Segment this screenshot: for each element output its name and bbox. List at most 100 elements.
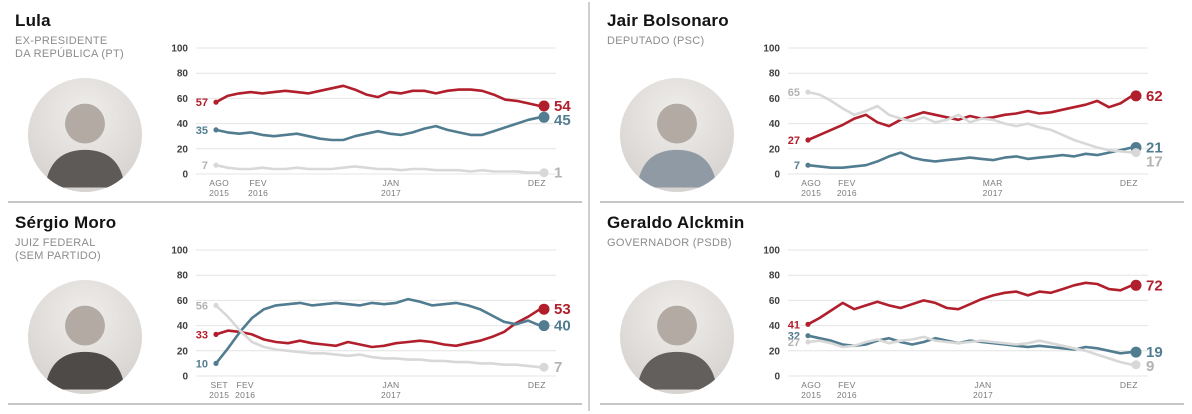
series-line-red bbox=[214, 84, 542, 108]
x-axis-tick-year: 2017 bbox=[973, 390, 993, 400]
y-axis-tick: 40 bbox=[177, 321, 189, 332]
x-axis-tick-month: DEZ bbox=[1120, 380, 1138, 390]
x-axis-tick-month: AGO bbox=[209, 178, 229, 188]
end-dot-red bbox=[1130, 90, 1142, 102]
y-axis-tick: 40 bbox=[177, 119, 189, 130]
candidate-name: Geraldo Alckmin bbox=[607, 213, 745, 232]
x-axis-tick-month: SET bbox=[210, 380, 227, 390]
start-value-label-red: 41 bbox=[788, 319, 800, 331]
x-axis-tick-year: 2016 bbox=[837, 390, 857, 400]
person-silhouette-icon bbox=[45, 305, 125, 390]
start-dot-blue bbox=[213, 127, 219, 133]
series-line-red bbox=[214, 307, 542, 349]
x-axis-tick-month: JAN bbox=[975, 380, 992, 390]
x-axis-tick-month: FEV bbox=[249, 178, 266, 188]
y-axis-tick: 20 bbox=[769, 144, 781, 155]
x-axis-tick-year: 2017 bbox=[983, 188, 1003, 198]
candidate-photo-alckmin bbox=[620, 280, 734, 394]
person-silhouette-icon bbox=[637, 305, 717, 390]
start-dot-gray bbox=[805, 339, 811, 345]
y-axis-tick: 100 bbox=[171, 246, 188, 257]
series-line-red bbox=[806, 281, 1134, 326]
y-axis-tick: 0 bbox=[182, 372, 188, 383]
y-axis-tick: 40 bbox=[769, 119, 781, 130]
candidate-photo-moro bbox=[28, 280, 142, 394]
x-axis-tick-year: 2015 bbox=[209, 390, 229, 400]
candidate-role: DEPUTADO (PSC) bbox=[607, 35, 705, 47]
end-dot-gray bbox=[1131, 148, 1141, 158]
x-axis-tick-month: AGO bbox=[801, 380, 821, 390]
end-value-label-gray: 9 bbox=[1146, 358, 1154, 375]
end-value-label-gray: 17 bbox=[1146, 154, 1163, 171]
end-dot-red bbox=[538, 303, 550, 315]
end-dot-gray bbox=[539, 362, 549, 372]
end-dot-red bbox=[538, 100, 550, 112]
end-dot-red bbox=[1130, 279, 1142, 291]
end-value-label-blue: 21 bbox=[1146, 140, 1163, 157]
y-axis-tick: 100 bbox=[763, 44, 780, 55]
candidate-panel-bolsonaro: Jair Bolsonaro DEPUTADO (PSC) 0 20 40 60 80 1… bbox=[600, 4, 1184, 203]
end-value-label-red: 72 bbox=[1146, 277, 1163, 294]
x-axis-tick-month: DEZ bbox=[1120, 178, 1138, 188]
start-value-label-blue: 32 bbox=[788, 331, 800, 343]
end-dot-gray bbox=[539, 168, 549, 178]
start-dot-red bbox=[213, 331, 219, 337]
y-axis-tick: 0 bbox=[774, 372, 780, 383]
y-axis-tick: 0 bbox=[182, 170, 188, 181]
x-axis-tick-year: 2016 bbox=[837, 188, 857, 198]
column-divider bbox=[588, 2, 590, 411]
candidate-photo-bolsonaro bbox=[620, 78, 734, 192]
x-axis-tick-month: JAN bbox=[383, 380, 400, 390]
y-axis-tick: 100 bbox=[763, 246, 780, 257]
y-axis-tick: 0 bbox=[774, 170, 780, 181]
start-value-label-blue: 35 bbox=[196, 125, 208, 137]
end-value-label-blue: 40 bbox=[554, 318, 571, 335]
start-value-label-gray: 65 bbox=[788, 87, 800, 99]
end-dot-blue bbox=[1130, 346, 1142, 358]
x-axis-tick-month: DEZ bbox=[528, 380, 546, 390]
start-dot-gray bbox=[213, 302, 219, 308]
y-axis-tick: 100 bbox=[171, 44, 188, 55]
start-value-label-red: 57 bbox=[196, 97, 208, 109]
end-value-label-blue: 19 bbox=[1146, 344, 1163, 361]
end-value-label-gray: 7 bbox=[554, 359, 562, 376]
start-value-label-gray: 27 bbox=[788, 337, 800, 349]
start-dot-blue bbox=[213, 360, 219, 366]
candidate-name: Sérgio Moro bbox=[15, 213, 117, 232]
x-axis-tick-month: FEV bbox=[838, 178, 855, 188]
series-line-blue bbox=[214, 116, 542, 142]
x-axis-tick-year: 2017 bbox=[381, 390, 401, 400]
series-line-red bbox=[806, 94, 1134, 142]
y-axis-tick: 20 bbox=[177, 144, 189, 155]
x-axis-tick-month: FEV bbox=[236, 380, 253, 390]
x-axis-tick-year: 2017 bbox=[381, 188, 401, 198]
start-dot-blue bbox=[805, 333, 811, 339]
series-line-gray bbox=[214, 163, 542, 174]
x-axis-tick-year: 2015 bbox=[801, 188, 821, 198]
candidate-name: Lula bbox=[15, 11, 51, 30]
x-axis-tick-year: 2016 bbox=[235, 390, 255, 400]
candidate-role: JUIZ FEDERAL (SEM PARTIDO) bbox=[15, 237, 101, 262]
x-axis-tick-month: AGO bbox=[801, 178, 821, 188]
x-axis-tick-month: FEV bbox=[838, 380, 855, 390]
end-value-label-red: 54 bbox=[554, 98, 571, 115]
end-dot-gray bbox=[1131, 360, 1141, 370]
x-axis-tick-month: JAN bbox=[383, 178, 400, 188]
candidate-panel-lula: Lula EX-PRESIDENTE DA REPÚBLICA (PT) 0 20… bbox=[8, 4, 582, 203]
start-value-label-blue: 7 bbox=[794, 160, 800, 172]
candidate-panel-moro: Sérgio Moro JUIZ FEDERAL (SEM PARTIDO) 0… bbox=[8, 206, 582, 405]
series-line-gray bbox=[806, 90, 1134, 154]
series-line-gray bbox=[214, 304, 542, 369]
candidate-panel-alckmin: Geraldo Alckmin GOVERNADOR (PSDB) 0 20 40 6… bbox=[600, 206, 1184, 405]
y-axis-tick: 60 bbox=[769, 296, 781, 307]
end-dot-blue bbox=[538, 320, 550, 332]
series-line-blue bbox=[806, 146, 1134, 169]
x-axis-tick-year: 2015 bbox=[801, 390, 821, 400]
candidate-role: GOVERNADOR (PSDB) bbox=[607, 237, 732, 249]
person-silhouette-icon bbox=[45, 103, 125, 188]
y-axis-tick: 80 bbox=[177, 69, 189, 80]
end-value-label-red: 62 bbox=[1146, 88, 1163, 105]
